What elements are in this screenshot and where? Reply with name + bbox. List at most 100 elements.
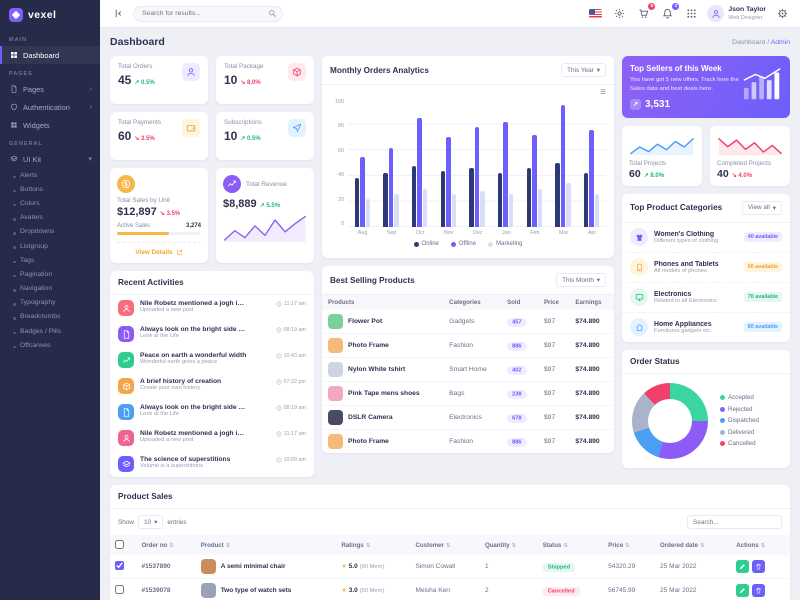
sidebar-subitem-typography[interactable]: Typography — [0, 296, 100, 310]
product-price: $97 — [537, 405, 570, 430]
sidebar-subitem-colors[interactable]: Colors — [0, 196, 100, 210]
table-row[interactable]: #1539078 Two type of watch sets 3.0 (50 … — [110, 578, 790, 600]
column-header-customer[interactable]: Customer — [410, 535, 480, 555]
column-header-product[interactable]: Product — [195, 535, 337, 555]
table-search-input[interactable] — [687, 515, 782, 529]
delete-button[interactable] — [752, 560, 766, 573]
legend-item[interactable]: Offline — [450, 241, 476, 247]
sidebar-subitem-dropdowns[interactable]: Dropdowns — [0, 225, 100, 239]
activity-item[interactable]: Nile Robetz mentioned a jogh in post Uplo… — [110, 295, 314, 321]
table-row[interactable]: DSLR Camera Electronics 678 $97 $74.890 — [322, 405, 614, 430]
column-header-price[interactable]: Price — [603, 535, 656, 555]
sidebar-subitem-navigation[interactable]: Navigation — [0, 282, 100, 296]
category-item[interactable]: Women's Clothing Different types of cloth… — [622, 223, 790, 253]
sidebar-collapse-button[interactable] — [110, 6, 126, 22]
category-item[interactable]: Electronics Related to all Electronics 70… — [622, 283, 790, 313]
table-row[interactable]: Photo Frame Fashion 886 $97 $74.890 — [322, 430, 614, 454]
activity-item[interactable]: Always look on the bright side of life Lo… — [110, 321, 314, 347]
cart-button[interactable]: 5 — [635, 2, 656, 22]
sidebar-item-widgets[interactable]: Widgets — [0, 116, 100, 134]
stat-card-total-package[interactable]: Total Package 10 ↘ 8.0% — [216, 56, 314, 104]
product-name: Photo Frame — [348, 342, 389, 349]
table-row[interactable]: Nylon White tshirt Smart Home 402 $97 $7… — [322, 357, 614, 382]
table-row[interactable]: Pink Tape mens shoes Bags 238 $97 $74.89… — [322, 381, 614, 406]
search-input[interactable] — [133, 5, 283, 22]
top-sellers-value-row: 3,531 — [630, 98, 782, 110]
stat-card-total-payments[interactable]: Total Payments 60 ↘ 3.5% — [110, 112, 208, 160]
legend-item[interactable]: Marketing — [488, 241, 522, 247]
activity-item[interactable]: A brief history of creation Create your o… — [110, 373, 314, 399]
delete-button[interactable] — [752, 584, 766, 597]
bar-online — [497, 173, 503, 227]
sidebar-item-dashboard[interactable]: Dashboard — [0, 46, 100, 64]
legend-item[interactable]: Online — [413, 241, 439, 247]
column-header-ordered-date[interactable]: Ordered date — [655, 535, 732, 555]
category-item[interactable]: Phones and Tablets All models of phones 6… — [622, 253, 790, 283]
chart-menu-button[interactable] — [600, 87, 606, 98]
search-icon[interactable] — [268, 9, 277, 18]
analytics-yaxis: 100 80 60 40 20 0 — [330, 99, 344, 227]
notifications-button[interactable]: 3 — [659, 2, 680, 22]
view-details-link[interactable]: View Details — [117, 242, 201, 256]
activity-item[interactable]: Peace on earth a wonderful width Wonderfu… — [110, 347, 314, 373]
categories-filter-select[interactable]: View all — [741, 200, 782, 215]
analytics-bars — [348, 99, 606, 227]
table-row[interactable]: Flower Pot Gadgets 457 $97 $74.890 — [322, 310, 614, 334]
active-sales-row: Active Sales 3,274 — [117, 223, 201, 229]
sidebar-subitem-pagination[interactable]: Pagination — [0, 267, 100, 281]
table-row[interactable]: Photo Frame Fashion 886 $97 $74.890 — [322, 333, 614, 358]
edit-button[interactable] — [736, 560, 750, 573]
column-header-quantity[interactable]: Quantity — [479, 535, 538, 555]
table-row[interactable]: #1537890 A semi minimal chair 5.0 (90 Me… — [110, 555, 790, 579]
bar-offline — [474, 127, 480, 227]
column-header-actions[interactable]: Actions — [731, 535, 790, 555]
breadcrumb-current: Admin — [770, 38, 790, 46]
theme-toggle-button[interactable] — [611, 6, 627, 22]
sidebar-item-uikit[interactable]: UI Kit — [0, 150, 100, 168]
product-category: Gadgets — [443, 310, 502, 334]
sidebar-subitem-badges-pills[interactable]: Badges / Pills — [0, 324, 100, 338]
subitem-label: Badges / Pills — [20, 327, 62, 335]
language-flag-button[interactable] — [587, 6, 603, 22]
category-name: Electronics — [654, 290, 692, 298]
sidebar-subitem-listgroup[interactable]: Listgroup — [0, 239, 100, 253]
dashboard-grid: Total Orders 45 ↗ 0.5% Total Package 10 ↘ … — [110, 56, 790, 477]
collapse-icon — [113, 8, 124, 19]
brand-logo[interactable]: vexel — [0, 0, 100, 30]
stat-body: Total Payments 60 ↘ 3.5% — [118, 119, 161, 153]
column-header-order-no[interactable]: Order no — [136, 535, 196, 555]
user-menu[interactable]: Json Taylor Web Designer — [707, 5, 766, 22]
sidebar-subitem-avaters[interactable]: Avaters — [0, 211, 100, 225]
column-header-ratings[interactable]: Ratings — [336, 535, 411, 555]
settings-button[interactable] — [774, 6, 790, 22]
home-icon — [630, 318, 648, 337]
stat-card-total-orders[interactable]: Total Orders 45 ↗ 0.5% — [110, 56, 208, 104]
rating-note: (50 Mem) — [359, 588, 385, 594]
breadcrumb-root[interactable]: Dashboard — [732, 38, 766, 46]
sidebar-subitem-buttons[interactable]: Buttons — [0, 182, 100, 196]
category-item[interactable]: Home Appliances Furnitures gadgets etc. 8… — [622, 313, 790, 342]
page-size-select[interactable]: 10 — [138, 515, 164, 529]
sidebar-subitem-breadcrumbs[interactable]: Breadcrumbs — [0, 310, 100, 324]
best-selling-filter-select[interactable]: This Month — [556, 273, 606, 287]
analytics-filter-select[interactable]: This Year — [561, 63, 606, 77]
row-checkbox[interactable] — [115, 585, 124, 594]
activity-item[interactable]: Always look on the bright side of life Lo… — [110, 399, 314, 425]
sidebar-item-authentication[interactable]: Authentication — [0, 98, 100, 116]
activity-item[interactable]: The science of superstitions Volume is a … — [110, 451, 314, 477]
sidebar-item-pages[interactable]: Pages — [0, 80, 100, 98]
select-all-checkbox[interactable] — [115, 539, 124, 549]
edit-button[interactable] — [736, 584, 750, 597]
row-checkbox[interactable] — [115, 561, 124, 570]
apps-grid-button[interactable] — [683, 6, 699, 22]
sidebar-subitem-tags[interactable]: Tags — [0, 253, 100, 267]
activity-item[interactable]: Nile Robetz mentioned a jogh in post Uplo… — [110, 425, 314, 451]
bar-group — [354, 99, 371, 227]
subitem-label: Navigation — [20, 285, 53, 293]
pages-icon — [10, 85, 18, 93]
column-header-status[interactable]: Status — [537, 535, 604, 555]
sidebar-subitem-alerts[interactable]: Alerts — [0, 168, 100, 182]
user-meta: Json Taylor Web Designer — [728, 6, 766, 20]
sidebar-subitem-offcanves[interactable]: Offcanves — [0, 338, 100, 352]
stat-card-subscriptions[interactable]: Subscriptions 10 ↗ 0.5% — [216, 112, 314, 160]
